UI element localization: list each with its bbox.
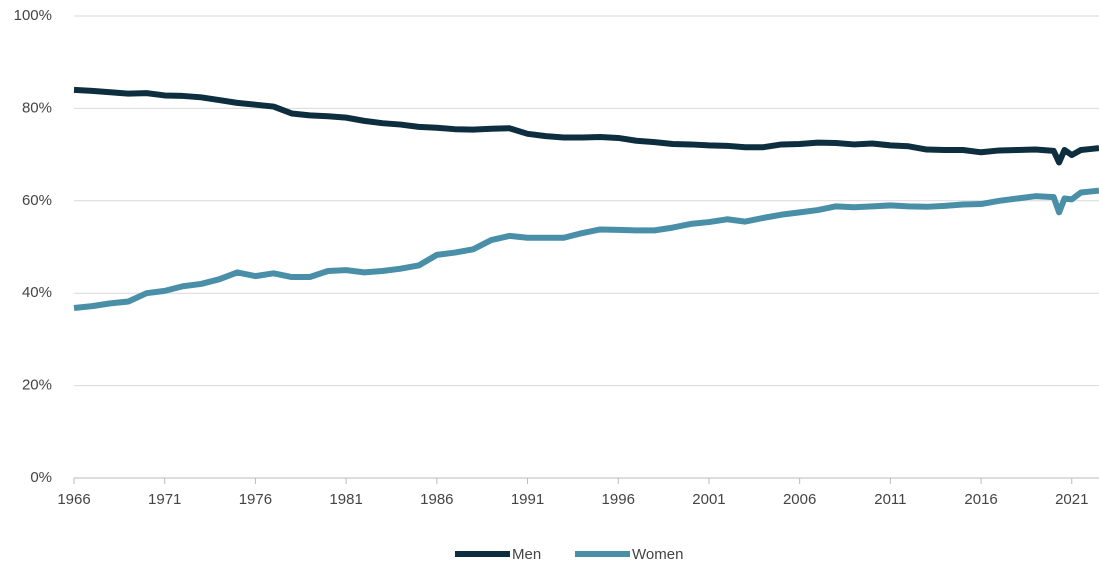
y-tick-label: 0% bbox=[30, 469, 52, 486]
x-tick-label: 2016 bbox=[964, 491, 997, 508]
x-tick-label: 1996 bbox=[602, 491, 635, 508]
legend-label: Women bbox=[632, 546, 683, 563]
legend-label: Men bbox=[512, 546, 541, 563]
line-series bbox=[73, 187, 1099, 311]
y-tick-label: 100% bbox=[14, 7, 52, 24]
x-tick-label: 2011 bbox=[874, 491, 906, 508]
x-tick-label: 1981 bbox=[329, 491, 362, 508]
y-tick-label: 80% bbox=[22, 99, 52, 116]
x-tick-label: 1986 bbox=[420, 491, 453, 508]
line-series bbox=[73, 86, 1099, 166]
x-tick-label: 2021 bbox=[1055, 491, 1088, 508]
y-tick-label: 60% bbox=[22, 192, 52, 209]
x-tick-label: 1971 bbox=[148, 491, 181, 508]
y-tick-label: 20% bbox=[22, 377, 52, 394]
x-tick-label: 1966 bbox=[57, 491, 90, 508]
x-tick-label: 2001 bbox=[692, 491, 725, 508]
x-tick-label: 2006 bbox=[783, 491, 816, 508]
x-tick-label: 1976 bbox=[239, 491, 272, 508]
x-tick-label: 1991 bbox=[511, 491, 544, 508]
y-tick-label: 40% bbox=[22, 284, 52, 301]
